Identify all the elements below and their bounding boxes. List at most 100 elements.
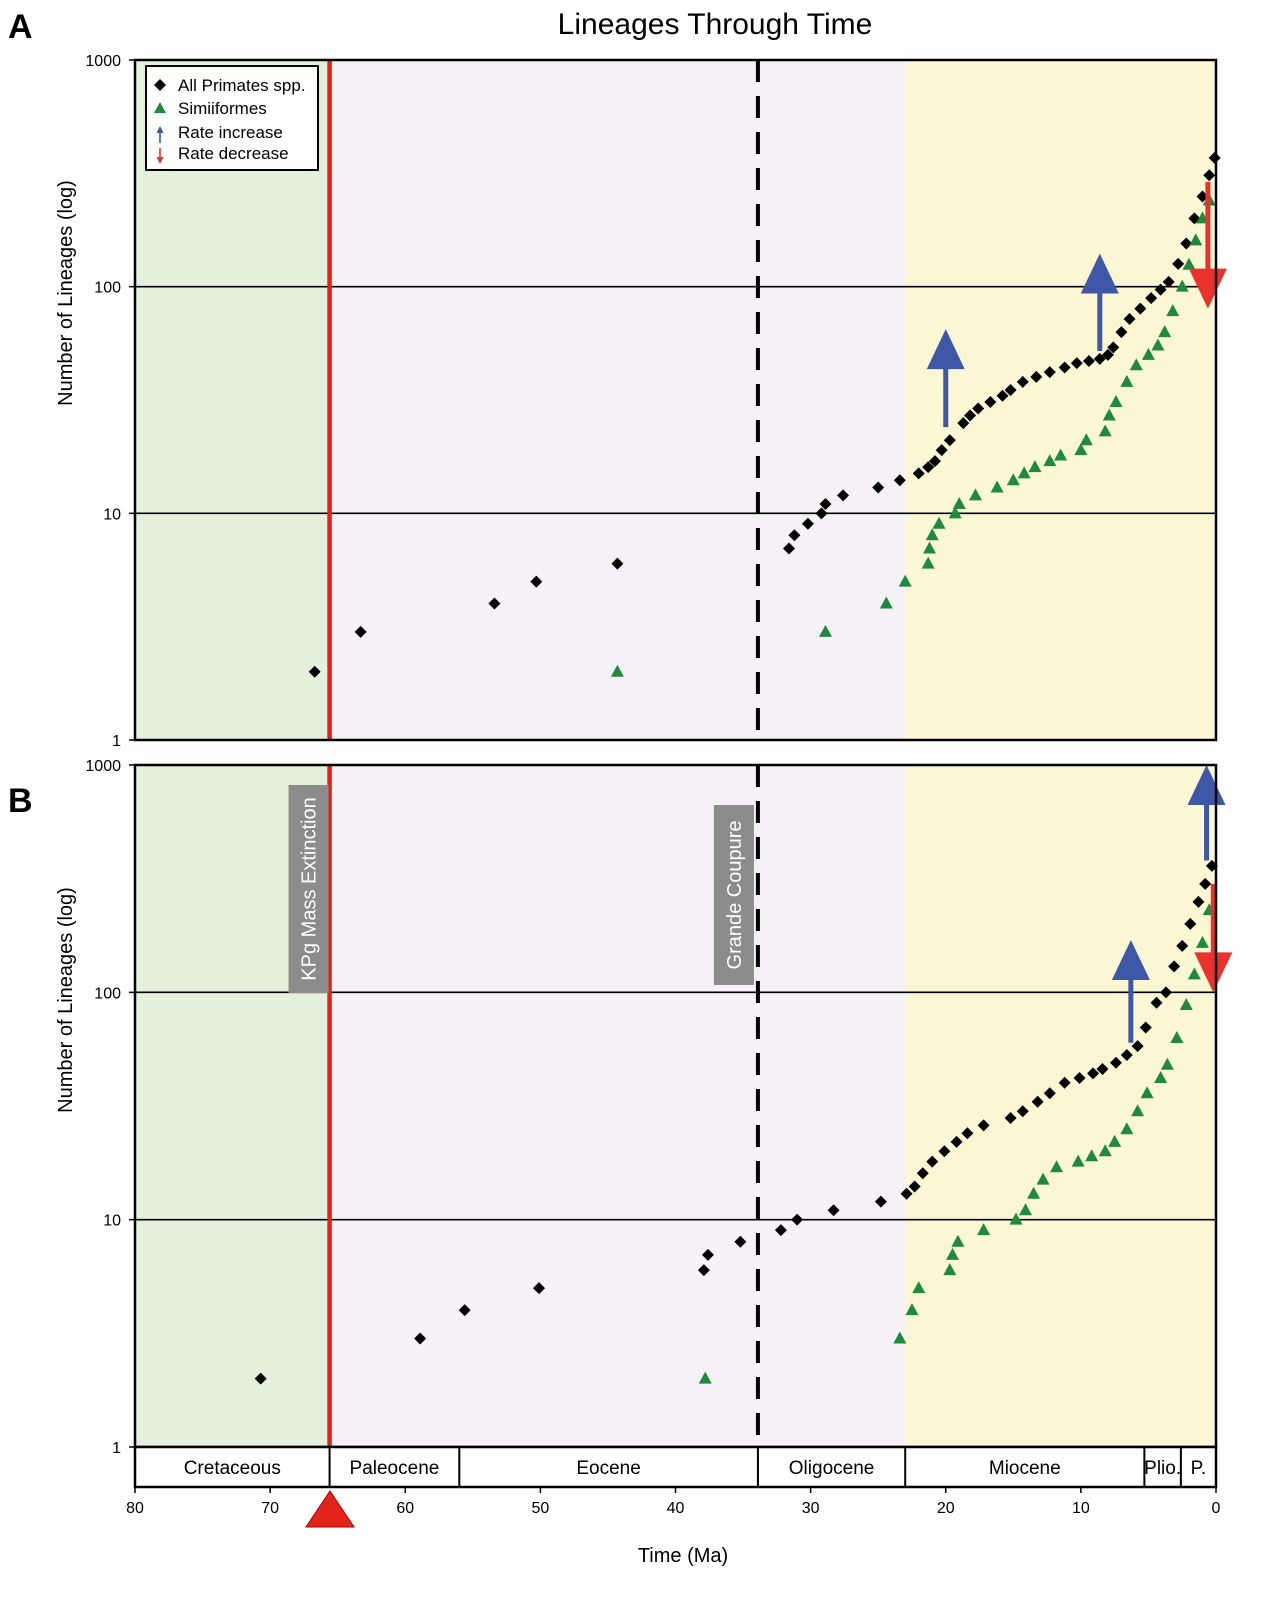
primates-point <box>1172 257 1185 270</box>
simiiformes-point <box>1166 304 1180 317</box>
simiiformes-point <box>1027 1186 1041 1199</box>
primates-point <box>254 1372 267 1385</box>
primates-point <box>874 1195 887 1208</box>
arrow-head <box>1194 952 1233 993</box>
kpg-label: KPg Mass Extinction <box>299 797 321 980</box>
simiiformes-point <box>1102 408 1116 421</box>
primates-point <box>1184 917 1197 930</box>
primates-point <box>1120 1049 1133 1062</box>
epoch-label: Miocene <box>989 1458 1061 1479</box>
simiiformes-point <box>1071 1154 1085 1167</box>
primates-point <box>1016 375 1029 388</box>
primates-point <box>774 1224 787 1237</box>
kpg-extinction-marker-triangle <box>305 1490 355 1528</box>
y-tick-label: 10 <box>103 1213 121 1230</box>
primates-point <box>788 529 801 542</box>
primates-point <box>1096 1062 1109 1075</box>
primates-point <box>1199 877 1212 890</box>
primates-point <box>801 517 814 530</box>
grande-coupure-label: Grande Coupure <box>724 821 746 970</box>
primates-point <box>815 507 828 520</box>
simiiformes-point <box>1028 460 1042 473</box>
simiiformes-point <box>1131 1104 1145 1117</box>
primates-point <box>308 665 321 678</box>
arrow-head <box>1080 253 1119 294</box>
simiiformes-point <box>898 574 912 587</box>
primates-point <box>1139 1021 1152 1034</box>
x-tick-label: 30 <box>802 1500 820 1517</box>
primates-point <box>1123 313 1136 326</box>
primates-point <box>1101 348 1114 361</box>
simiiformes-point <box>1160 1057 1174 1070</box>
primates-point <box>950 1135 963 1148</box>
simiiformes-point <box>879 596 893 609</box>
simiiformes-point <box>1170 1030 1184 1043</box>
x-tick-label: 0 <box>1212 1500 1221 1517</box>
simiiformes-point <box>1129 358 1143 371</box>
primates-point <box>819 497 832 510</box>
legend-label-all-primates: All Primates spp. <box>178 76 306 95</box>
primates-point <box>1208 151 1221 164</box>
simiiformes-point <box>1179 997 1193 1010</box>
paleogene-background <box>329 60 906 740</box>
rate-decrease-arrow <box>1194 883 1233 993</box>
epoch-label: Plio. <box>1144 1458 1181 1479</box>
x-axis-ticks: 80 70 60 50 40 30 20 10 0 <box>126 1487 1221 1517</box>
primates-point <box>1058 1076 1071 1089</box>
legend: All Primates spp. Simiiformes Rate incre… <box>145 65 319 171</box>
primates-point <box>977 1119 990 1132</box>
simiiformes-point <box>1098 1144 1112 1157</box>
rate-increase-arrow <box>926 329 965 428</box>
panel-a-background <box>135 60 1216 740</box>
simiiformes-point <box>1009 1212 1023 1225</box>
cretaceous-background <box>135 60 330 740</box>
primates-point <box>893 474 906 487</box>
primates-point <box>1016 1105 1029 1118</box>
primates-point <box>1093 352 1106 365</box>
primates-point <box>533 1282 546 1295</box>
y-tick-label: 1000 <box>85 758 121 775</box>
primates-point <box>458 1304 471 1317</box>
panel-b-event-lines <box>327 765 760 1447</box>
primates-point <box>1004 1112 1017 1125</box>
primates-point <box>935 444 948 457</box>
primates-point <box>734 1235 747 1248</box>
simiiformes-point <box>1050 1160 1064 1173</box>
simiiformes-point <box>1017 466 1031 479</box>
simiiformes-point <box>1006 473 1020 486</box>
primates-point <box>1058 361 1071 374</box>
rate-decrease-arrow <box>1188 181 1227 309</box>
simiiformes-point <box>905 1303 919 1316</box>
simiiformes-point <box>952 496 966 509</box>
simiiformes-point <box>1036 1172 1050 1185</box>
simiiformes-point <box>1098 424 1112 437</box>
simiiformes-point <box>610 664 624 677</box>
simiiformes-point <box>1140 1086 1154 1099</box>
simiiformes-point <box>1154 1070 1168 1083</box>
primates-point <box>1131 1040 1144 1053</box>
panel-a-y-ticks: 1 10 100 1000 <box>85 53 135 750</box>
simiiformes-point <box>1158 325 1172 338</box>
primates-point <box>964 409 977 422</box>
simiiformes-point <box>1120 1122 1134 1135</box>
epoch-bar: Cretaceous Paleocene Eocene Oligocene Miocen… <box>133 1445 1218 1489</box>
simiiformes-point <box>1074 443 1088 456</box>
primates-point <box>922 461 935 474</box>
primates-point <box>1162 275 1175 288</box>
epoch-label: Cretaceous <box>184 1458 281 1479</box>
simiiformes-point <box>1189 233 1203 246</box>
primates-point <box>1134 302 1147 315</box>
y-tick-label: 1000 <box>85 53 121 70</box>
grande-coupure-label-box <box>713 805 754 985</box>
primates-point <box>926 1155 939 1168</box>
simiiformes-point <box>932 516 946 529</box>
panel-a-gridlines <box>135 285 1216 515</box>
primates-point <box>996 389 1009 402</box>
simiiformes-point <box>1079 433 1093 446</box>
simiiformes-point <box>1109 394 1123 407</box>
y-tick-label: 100 <box>94 985 121 1002</box>
panel-label-a: A <box>8 8 33 46</box>
x-tick-label: 40 <box>667 1500 685 1517</box>
primates-point <box>912 467 925 480</box>
